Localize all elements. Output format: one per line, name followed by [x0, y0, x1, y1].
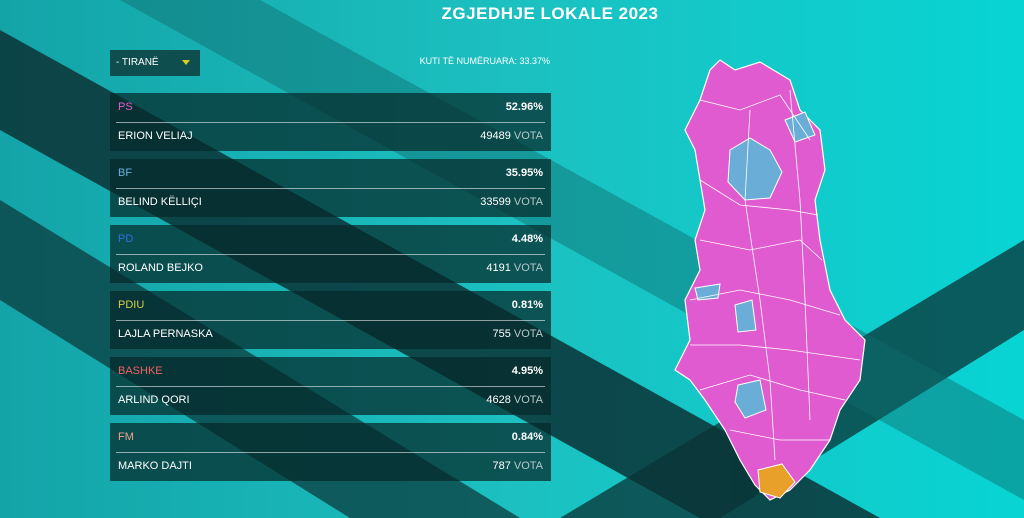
- candidate-row: PDIU 0.81% LAJLA PERNASKA 755 VOTA: [110, 291, 551, 349]
- counted-boxes: KUTI TË NUMËRUARA: 33.37%: [419, 56, 550, 66]
- dropdown-arrow: [182, 60, 190, 65]
- vote-count-group: 755 VOTA: [493, 328, 544, 340]
- vote-unit: VOTA: [513, 196, 543, 208]
- municipality-dropdown[interactable]: - TIRANË: [110, 50, 200, 76]
- dropdown-label: - TIRANË: [116, 57, 159, 68]
- vote-unit: VOTA: [513, 130, 543, 142]
- candidate-name: ERION VELIAJ: [118, 130, 193, 142]
- candidate-name: ROLAND BEJKO: [118, 262, 203, 274]
- vote-count: 49489: [480, 130, 511, 142]
- candidate-name: LAJLA PERNASKA: [118, 328, 213, 340]
- vote-percent: 4.48%: [511, 233, 543, 245]
- vote-unit: VOTA: [513, 394, 543, 406]
- vote-count: 33599: [480, 196, 511, 208]
- candidate-name: MARKO DAJTI: [118, 460, 192, 472]
- vote-percent: 35.95%: [505, 167, 543, 179]
- title: ZGJEDHJE LOKALE 2023: [441, 4, 659, 23]
- party-name: BF: [118, 167, 133, 179]
- vote-count: 4191: [486, 262, 511, 274]
- candidate-row: BF 35.95% BELIND KËLLIÇI 33599 VOTA: [110, 159, 551, 217]
- vote-percent: 0.84%: [511, 431, 543, 443]
- party-name: FM: [118, 431, 134, 443]
- vote-unit: VOTA: [513, 328, 543, 340]
- vote-count: 4628: [486, 394, 511, 406]
- row-divider: [116, 254, 545, 255]
- row-divider: [116, 122, 545, 123]
- row-divider: [116, 320, 545, 321]
- candidate-name: BELIND KËLLIÇI: [118, 196, 202, 208]
- candidate-row: FM 0.84% MARKO DAJTI 787 VOTA: [110, 423, 551, 481]
- row-divider: [116, 188, 545, 189]
- vote-unit: VOTA: [513, 262, 543, 274]
- vote-percent: 4.95%: [511, 365, 543, 377]
- vote-percent: 0.81%: [511, 299, 543, 311]
- vote-count-group: 787 VOTA: [493, 460, 544, 472]
- vote-count: 755: [492, 328, 511, 340]
- party-name: PDIU: [118, 299, 145, 311]
- party-name: PS: [118, 101, 133, 113]
- row-divider: [116, 452, 545, 453]
- party-name: BASHKE: [118, 365, 163, 377]
- vote-unit: VOTA: [513, 460, 543, 472]
- vote-count-group: 4628 VOTA: [486, 394, 543, 406]
- vote-count-group: 4191 VOTA: [486, 262, 543, 274]
- vote-count: 787: [492, 460, 511, 472]
- vote-count-group: 49489 VOTA: [480, 130, 543, 142]
- candidate-row: PS 52.96% ERION VELIAJ 49489 VOTA: [110, 93, 551, 151]
- candidate-name: ARLIND QORI: [118, 394, 190, 406]
- row-divider: [116, 386, 545, 387]
- party-name: PD: [118, 233, 134, 245]
- candidate-row: PD 4.48% ROLAND BEJKO 4191 VOTA: [110, 225, 551, 283]
- candidate-row: BASHKE 4.95% ARLIND QORI 4628 VOTA: [110, 357, 551, 415]
- vote-percent: 52.96%: [505, 101, 543, 113]
- vote-count-group: 33599 VOTA: [480, 196, 543, 208]
